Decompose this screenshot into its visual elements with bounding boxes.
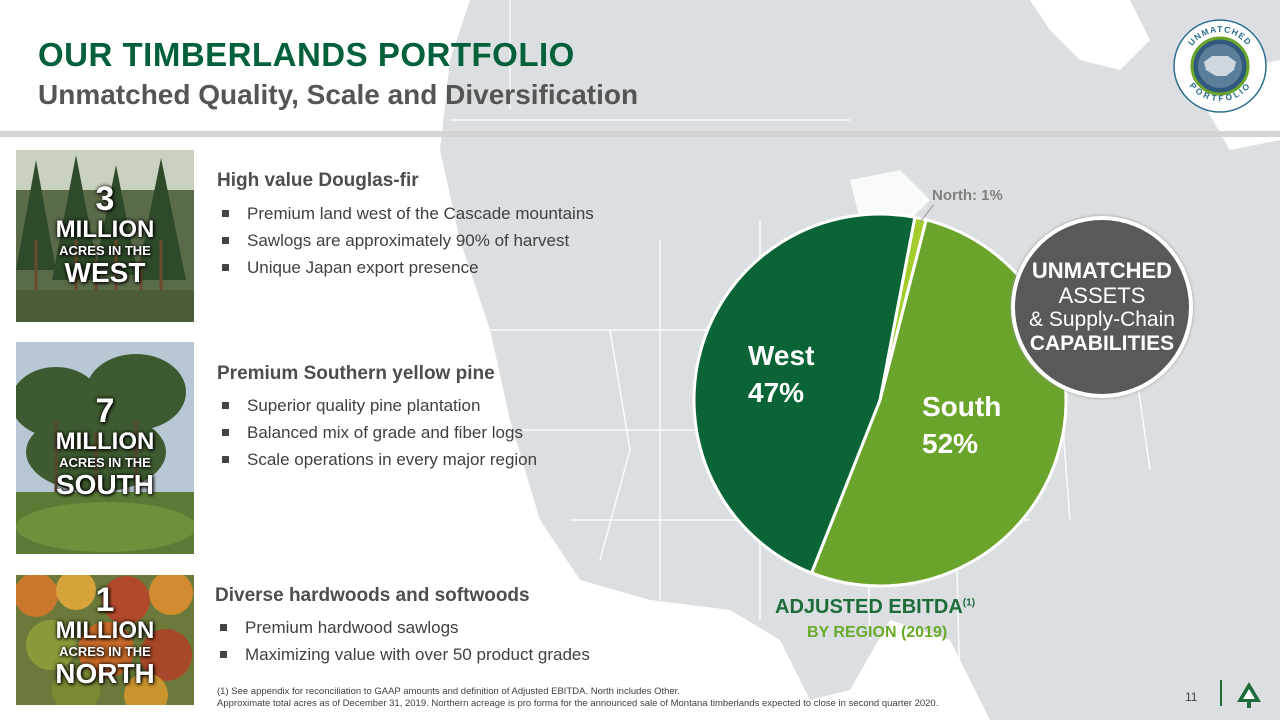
page-number: 11 [1185,690,1198,704]
west-region-name: WEST [64,257,146,288]
list-item: Maximizing value with over 50 product gr… [215,641,590,668]
footnotes: (1) See appendix for reconciliation to G… [217,686,938,710]
south-forest-tile: 7 MILLION ACRES IN THE SOUTH [16,342,194,554]
south-slice-name: South [922,391,1002,422]
north-forest-photo [16,575,194,705]
callout-line-4: CAPABILITIES [1029,332,1175,356]
north-heading: Diverse hardwoods and softwoods [215,585,530,606]
west-acres-number: 3 [95,180,115,218]
west-slice-label: West 47% [748,337,814,411]
chart-subtitle: BY REGION (2019) [807,624,948,641]
list-item: Scale operations in every major region [217,446,537,473]
north-acres-number: 1 [95,581,115,619]
north-bullets: Premium hardwood sawlogs Maximizing valu… [215,614,590,668]
west-slice-percent: 47% [748,377,805,408]
page-title: OUR TIMBERLANDS PORTFOLIO [38,36,575,73]
chart-title-text: ADJUSTED EBITDA [775,596,963,618]
north-acres-unit: MILLION [55,617,155,644]
north-forest-tile: 1 MILLION ACRES IN THE NORTH [16,575,194,705]
west-forest-photo [16,150,194,322]
south-slice-percent: 52% [922,428,979,459]
west-forest-tile: 3 MILLION ACRES IN THE WEST [16,150,194,322]
north-region-name: NORTH [55,658,155,689]
west-bullets: Premium land west of the Cascade mountai… [217,200,594,281]
header-divider [0,131,1280,137]
south-slice-label: South 52% [922,388,1001,462]
callout-line-2: ASSETS [1058,282,1146,308]
unmatched-portfolio-seal: UNMATCHED PORTFOLIO [1173,19,1267,113]
west-heading: High value Douglas-fir [217,170,419,191]
north-slice-label: North: 1% [932,187,1003,204]
page-subtitle: Unmatched Quality, Scale and Diversifica… [38,79,639,110]
list-item: Balanced mix of grade and fiber logs [217,419,537,446]
south-region-name: SOUTH [56,469,154,500]
west-acres-unit: MILLION [55,216,155,243]
west-acres-label: ACRES IN THE [59,243,151,258]
north-leader-line [919,204,935,223]
callout-line-1: UNMATCHED [1031,257,1173,283]
chart-title-footnote-mark: (1) [962,597,976,609]
list-item: Unique Japan export presence [217,254,594,281]
list-item: Premium hardwood sawlogs [215,614,590,641]
footnote-2: Approximate total acres as of December 3… [217,698,939,709]
south-forest-photo [16,342,194,554]
list-item: Superior quality pine plantation [217,392,537,419]
pie-slice-south [809,218,1068,588]
footnote-1: (1) See appendix for reconciliation to G… [217,686,680,697]
south-bullets: Superior quality pine plantation Balance… [217,392,537,473]
footer-divider [1220,680,1222,706]
south-acres-number: 7 [95,392,115,430]
south-acres-unit: MILLION [55,428,155,455]
north-acres-label: ACRES IN THE [59,644,151,659]
south-acres-label: ACRES IN THE [59,455,151,470]
company-logo-icon [1237,682,1261,708]
south-heading: Premium Southern yellow pine [217,363,495,384]
ebitda-pie-chart [692,204,1068,588]
list-item: Premium land west of the Cascade mountai… [217,200,594,227]
unmatched-assets-callout: UNMATCHED ASSETS & Supply-Chain CAPABILI… [1011,216,1193,398]
callout-line-3: & Supply-Chain [1029,308,1175,332]
pie-slice-west [692,212,917,575]
west-slice-name: West [748,340,815,371]
chart-title: ADJUSTED EBITDA(1) [775,596,975,619]
list-item: Sawlogs are approximately 90% of harvest [217,227,594,254]
